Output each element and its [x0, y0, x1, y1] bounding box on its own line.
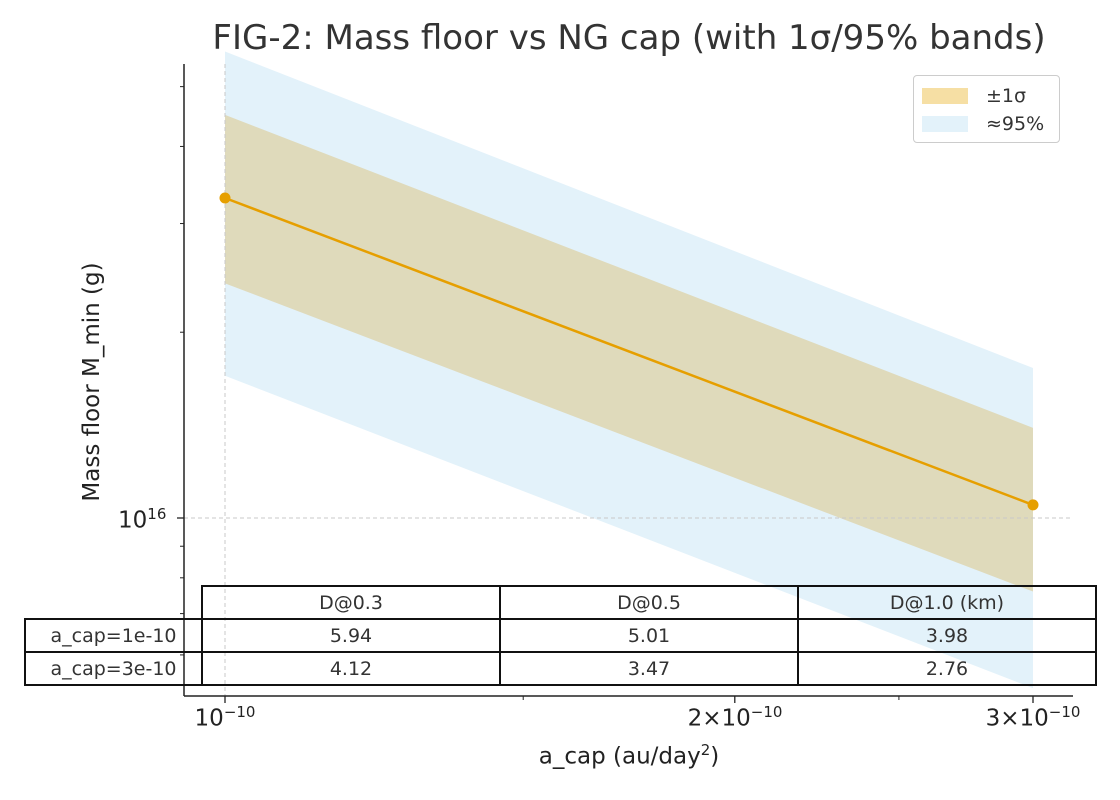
table-row: a_cap=3e-10 4.12 3.47 2.76	[24, 651, 1097, 686]
legend-label-sigma: ±1σ	[986, 85, 1027, 107]
table-cell: 4.12	[201, 651, 501, 686]
data-table: D@0.3 D@0.5 D@1.0 (km) a_cap=1e-10 5.94 …	[24, 585, 1097, 686]
bands-layer	[225, 51, 1033, 689]
table-column-header: D@0.3	[201, 585, 501, 620]
table-corner	[25, 586, 202, 619]
x-axis-label: a_cap (au/day2)	[539, 741, 719, 770]
data-point	[219, 192, 231, 204]
x-tick-label: 3×10−10	[986, 703, 1081, 732]
table-row-label: a_cap=3e-10	[24, 651, 203, 686]
x-axis-label-text: a_cap (au/day	[538, 743, 701, 770]
x-tick-exponent: −10	[223, 703, 256, 721]
table-header-row: D@0.3 D@0.5 D@1.0 (km)	[25, 585, 1097, 620]
table-cell: 2.76	[797, 651, 1097, 686]
table-cell: 5.01	[499, 618, 799, 653]
x-axis-label-end: )	[710, 743, 720, 770]
x-axis-label-exponent: 2	[700, 741, 711, 759]
y-tick-label: 1016	[118, 505, 166, 534]
legend-item-sigma: ±1σ	[922, 85, 1027, 107]
x-tick-label: 2×10−10	[688, 703, 783, 732]
band-1sigma	[225, 114, 1033, 592]
table-column-header: D@1.0 (km)	[797, 585, 1097, 620]
table-cell: 3.98	[797, 618, 1097, 653]
y-axis-label: Mass floor M_min (g)	[79, 262, 105, 502]
x-tick-exponent: −10	[1048, 703, 1081, 721]
x-tick-label: 10−10	[195, 703, 256, 732]
table-cell: 3.47	[499, 651, 799, 686]
y-tick-base: 10	[118, 507, 148, 534]
axes-layer	[177, 64, 1073, 703]
table-row: a_cap=1e-10 5.94 5.01 3.98	[24, 618, 1097, 653]
legend-swatch-sigma	[922, 88, 968, 104]
x-tick-base: 10	[194, 705, 224, 732]
legend-item-95: ≈95%	[922, 113, 1045, 135]
x-tick-base: 3×10	[985, 705, 1049, 732]
x-tick-base: 2×10	[687, 705, 751, 732]
data-point	[1027, 499, 1039, 511]
series-layer	[219, 192, 1039, 511]
series-line	[224, 196, 1034, 507]
chart-title: FIG-2: Mass floor vs NG cap (with 1σ/95%…	[212, 18, 1046, 58]
x-tick-exponent: −10	[750, 703, 783, 721]
legend-label-95: ≈95%	[986, 113, 1045, 135]
legend: ±1σ ≈95%	[913, 75, 1060, 143]
table-row-label: a_cap=1e-10	[24, 618, 203, 653]
table-column-header: D@0.5	[499, 585, 799, 620]
y-tick-exponent: 16	[147, 505, 167, 523]
legend-swatch-95	[922, 116, 968, 132]
table-cell: 5.94	[201, 618, 501, 653]
